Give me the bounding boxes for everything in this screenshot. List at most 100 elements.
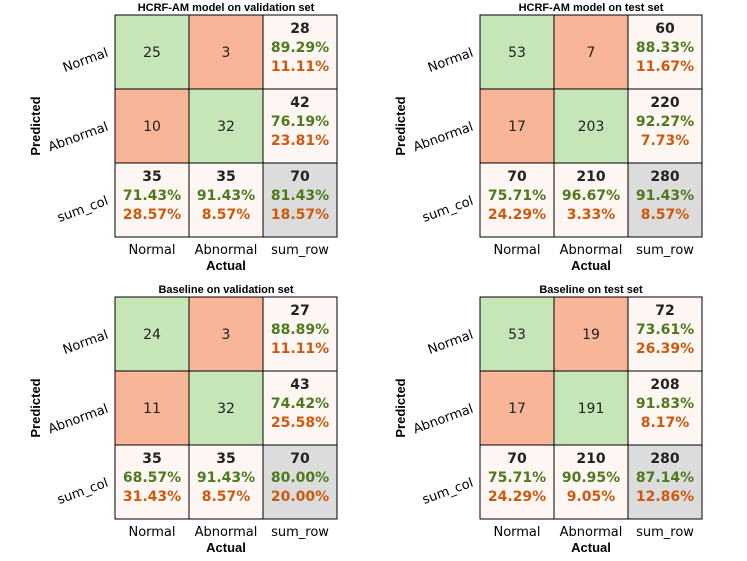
sum-error-pct: 28.57% <box>123 207 181 223</box>
sum-count: 43 <box>290 377 309 393</box>
sum-error-pct: 23.81% <box>271 133 329 149</box>
sum-count: 60 <box>655 21 675 37</box>
y-tick-label: sum_col <box>56 194 111 226</box>
sum-accuracy-pct: 88.33% <box>636 40 694 56</box>
sum-accuracy-pct: 76.19% <box>271 114 329 130</box>
sum-error-pct: 18.57% <box>271 207 329 223</box>
y-tick-label: sum_col <box>421 194 476 226</box>
correct-cell <box>479 296 555 372</box>
error-cell <box>114 370 190 446</box>
sum-error-pct: 9.05% <box>567 489 616 505</box>
matrix-count: 10 <box>143 119 161 135</box>
matrix-count: 3 <box>222 327 231 343</box>
summary-cell <box>262 88 338 164</box>
panel-title: Baseline on validation set <box>158 284 293 296</box>
summary-cell <box>627 88 703 164</box>
sum-accuracy-pct: 91.43% <box>197 470 255 486</box>
error-cell <box>188 14 264 90</box>
sum-count: 208 <box>650 377 679 393</box>
panel-title: Baseline on test set <box>539 284 643 296</box>
x-axis-title: Actual <box>206 540 246 555</box>
sum-count: 35 <box>142 451 161 467</box>
matrix-count: 53 <box>508 327 526 343</box>
y-tick-label: Normal <box>61 328 110 358</box>
sum-error-pct: 7.73% <box>641 133 690 149</box>
sum-accuracy-pct: 75.71% <box>488 470 546 486</box>
sum-error-pct: 8.57% <box>202 489 251 505</box>
matrix-count: 25 <box>143 45 161 61</box>
error-cell <box>114 88 190 164</box>
sum-accuracy-pct: 89.29% <box>271 40 329 56</box>
sum-count: 210 <box>576 451 605 467</box>
x-tick-label: sum_row <box>271 525 329 540</box>
sum-error-pct: 11.11% <box>271 59 329 75</box>
summary-cell <box>479 444 555 520</box>
sum-error-pct: 31.43% <box>123 489 181 505</box>
sum-accuracy-pct: 75.71% <box>488 188 546 204</box>
y-tick-label: Abnormal <box>411 402 475 438</box>
sum-accuracy-pct: 91.43% <box>197 188 255 204</box>
error-cell <box>479 88 555 164</box>
sum-accuracy-pct: 88.89% <box>271 322 329 338</box>
sum-count: 70 <box>290 451 310 467</box>
x-tick-label: sum_row <box>271 243 329 258</box>
sum-count: 28 <box>290 21 309 37</box>
sum-accuracy-pct: 74.42% <box>271 396 329 412</box>
total-cell <box>262 162 338 238</box>
sum-error-pct: 8.57% <box>641 207 690 223</box>
sum-error-pct: 20.00% <box>271 489 329 505</box>
y-axis-title: Predicted <box>28 96 43 155</box>
sum-error-pct: 26.39% <box>636 341 694 357</box>
summary-cell <box>114 444 190 520</box>
matrix-count: 17 <box>508 119 526 135</box>
sum-accuracy-pct: 92.27% <box>636 114 694 130</box>
total-cell <box>627 162 703 238</box>
matrix-count: 53 <box>508 45 526 61</box>
y-tick-label: Abnormal <box>46 120 110 156</box>
x-axis-title: Actual <box>571 258 611 273</box>
x-tick-label: Normal <box>493 525 540 540</box>
y-tick-label: sum_col <box>421 476 476 508</box>
error-cell <box>553 296 629 372</box>
sum-error-pct: 3.33% <box>567 207 616 223</box>
confusion-matrix-panel: Baseline on test set 53 19 17 191 72 73.61% 26.… <box>393 284 703 555</box>
summary-cell <box>627 14 703 90</box>
sum-count: 70 <box>507 169 527 185</box>
sum-count: 280 <box>650 451 679 467</box>
sum-accuracy-pct: 80.00% <box>271 470 329 486</box>
total-cell <box>262 444 338 520</box>
y-tick-label: Abnormal <box>46 402 110 438</box>
summary-cell <box>114 162 190 238</box>
x-tick-label: Normal <box>128 525 175 540</box>
panel-title: HCRF-AM model on validation set <box>138 2 315 14</box>
sum-accuracy-pct: 71.43% <box>123 188 181 204</box>
summary-cell <box>553 444 629 520</box>
sum-error-pct: 8.17% <box>641 415 690 431</box>
sum-error-pct: 12.86% <box>636 489 694 505</box>
matrix-count: 3 <box>222 45 231 61</box>
error-cell <box>188 296 264 372</box>
y-axis-title: Predicted <box>28 378 43 437</box>
correct-cell <box>188 88 264 164</box>
confusion-matrix-panel: HCRF-AM model on validation set 25 3 10 32 28… <box>28 2 338 273</box>
error-cell <box>479 370 555 446</box>
sum-count: 35 <box>216 169 235 185</box>
sum-count: 72 <box>655 303 674 319</box>
sum-accuracy-pct: 91.83% <box>636 396 694 412</box>
total-cell <box>627 444 703 520</box>
matrix-count: 7 <box>587 45 596 61</box>
summary-cell <box>479 162 555 238</box>
sum-count: 210 <box>576 169 605 185</box>
y-tick-label: sum_col <box>56 476 111 508</box>
summary-cell <box>627 370 703 446</box>
sum-accuracy-pct: 68.57% <box>123 470 181 486</box>
matrix-count: 11 <box>143 401 161 417</box>
matrix-count: 203 <box>578 119 605 135</box>
sum-accuracy-pct: 73.61% <box>636 322 694 338</box>
summary-cell <box>553 162 629 238</box>
matrix-count: 191 <box>578 401 605 417</box>
x-axis-title: Actual <box>571 540 611 555</box>
x-tick-label: sum_row <box>636 525 694 540</box>
sum-count: 27 <box>290 303 309 319</box>
